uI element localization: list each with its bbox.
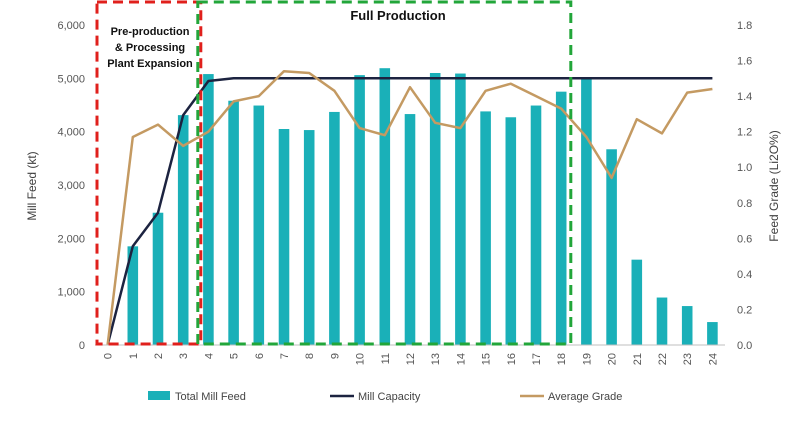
bar-total-mill-feed	[656, 297, 668, 345]
y-axis-right-title: Feed Grade (Li2O%)	[767, 130, 781, 241]
legend-swatch-total-mill-feed	[148, 391, 170, 400]
bars-layer	[127, 68, 718, 346]
x-tick-label: 9	[329, 353, 341, 359]
x-tick-label: 24	[707, 353, 719, 365]
bar-total-mill-feed	[581, 78, 592, 345]
bar-total-mill-feed	[455, 73, 466, 346]
legend-label-total-mill-feed: Total Mill Feed	[175, 391, 246, 403]
y-left-tick-label: 6,000	[57, 20, 85, 32]
x-tick-label: 6	[254, 353, 266, 359]
y-right-tick-label: 0.2	[737, 304, 752, 316]
x-tick-label: 22	[657, 353, 669, 365]
bar-total-mill-feed	[555, 91, 567, 346]
bar-total-mill-feed	[606, 149, 617, 345]
x-tick-label: 19	[581, 353, 593, 365]
y-right-tick-label: 1.8	[737, 20, 752, 32]
bar-total-mill-feed	[379, 68, 391, 345]
x-tick-label: 2	[153, 353, 165, 359]
bar-total-mill-feed	[329, 111, 340, 345]
y-axis-right-ticks: 0.0 0.2 0.4 0.6 0.8 1.0 1.2 1.4 1.6 1.8	[737, 20, 752, 352]
x-axis-ticks: 0 1 2 3 4 5 6 7 8 9 10 11 12 13 14 15 16 17 18 19 20 21 22 23 24	[103, 353, 720, 365]
x-tick-label: 3	[178, 353, 190, 359]
y-left-tick-label: 1,000	[57, 287, 85, 299]
bar-total-mill-feed	[631, 259, 643, 345]
bar-total-mill-feed	[681, 306, 693, 345]
y-axis-left-title: Mill Feed (kt)	[25, 151, 39, 220]
x-tick-label: 1	[128, 353, 140, 359]
bar-total-mill-feed	[404, 114, 416, 345]
x-tick-label: 5	[229, 353, 241, 359]
preproduction-label-line-3: Plant Expansion	[107, 58, 193, 70]
y-right-tick-label: 1.2	[737, 127, 752, 139]
y-left-tick-label: 0	[79, 340, 85, 352]
bar-total-mill-feed	[177, 115, 189, 345]
x-tick-label: 13	[430, 353, 442, 365]
x-tick-label: 21	[632, 353, 644, 365]
regions-layer: Pre-production & Processing Plant Expans…	[95, 0, 573, 346]
line-mill-capacity	[106, 77, 713, 346]
y-right-tick-label: 0.8	[737, 198, 752, 210]
x-tick-label: 16	[506, 353, 518, 365]
y-right-tick-label: 1.4	[737, 91, 752, 103]
y-right-tick-label: 1.0	[737, 162, 752, 174]
x-tick-label: 11	[380, 353, 392, 364]
x-tick-label: 14	[455, 353, 467, 365]
full-production-region-box	[196, 0, 573, 346]
preproduction-label-line-1: Pre-production	[111, 26, 190, 38]
y-axis-left-ticks: 0 1,000 2,000 3,000 4,000 5,000 6,000	[57, 20, 85, 352]
full-production-label: Full Production	[350, 8, 445, 23]
bar-total-mill-feed	[429, 73, 441, 345]
lines-layer	[106, 69, 713, 346]
x-tick-label: 8	[304, 353, 316, 359]
x-tick-label: 23	[682, 353, 694, 365]
y-left-tick-label: 4,000	[57, 127, 85, 139]
bar-total-mill-feed	[253, 105, 265, 346]
line-average-grade	[106, 69, 713, 346]
bar-total-mill-feed	[127, 246, 139, 345]
y-right-tick-label: 0.4	[737, 269, 752, 281]
bar-total-mill-feed	[152, 212, 164, 345]
legend-label-average-grade: Average Grade	[548, 391, 622, 403]
bar-total-mill-feed	[354, 75, 365, 345]
y-right-tick-label: 1.6	[737, 56, 752, 68]
x-tick-label: 15	[481, 353, 493, 365]
y-right-tick-label: 0.0	[737, 340, 752, 352]
y-left-tick-label: 2,000	[57, 233, 85, 245]
bar-total-mill-feed	[203, 74, 214, 346]
bar-total-mill-feed	[278, 129, 290, 345]
y-left-tick-label: 5,000	[57, 73, 85, 85]
bar-total-mill-feed	[228, 100, 239, 345]
x-tick-label: 18	[556, 353, 568, 365]
x-tick-label: 4	[203, 353, 215, 359]
y-left-tick-label: 3,000	[57, 180, 85, 192]
x-tick-label: 12	[405, 353, 417, 365]
bar-total-mill-feed	[505, 117, 517, 346]
bar-total-mill-feed	[707, 322, 718, 345]
preproduction-region-box	[95, 0, 203, 346]
x-tick-label: 20	[607, 353, 619, 365]
y-right-tick-label: 0.6	[737, 233, 752, 245]
preproduction-label-line-2: & Processing	[115, 42, 185, 54]
x-tick-label: 10	[355, 353, 367, 365]
bar-total-mill-feed	[530, 105, 542, 346]
bar-total-mill-feed	[480, 111, 491, 346]
bar-total-mill-feed	[303, 130, 315, 345]
x-tick-label: 7	[279, 353, 291, 359]
x-tick-label: 17	[531, 353, 543, 365]
legend-label-mill-capacity: Mill Capacity	[358, 391, 421, 403]
legend: Total Mill Feed Mill Capacity Average Gr…	[148, 391, 622, 403]
x-tick-label: 0	[103, 353, 115, 359]
